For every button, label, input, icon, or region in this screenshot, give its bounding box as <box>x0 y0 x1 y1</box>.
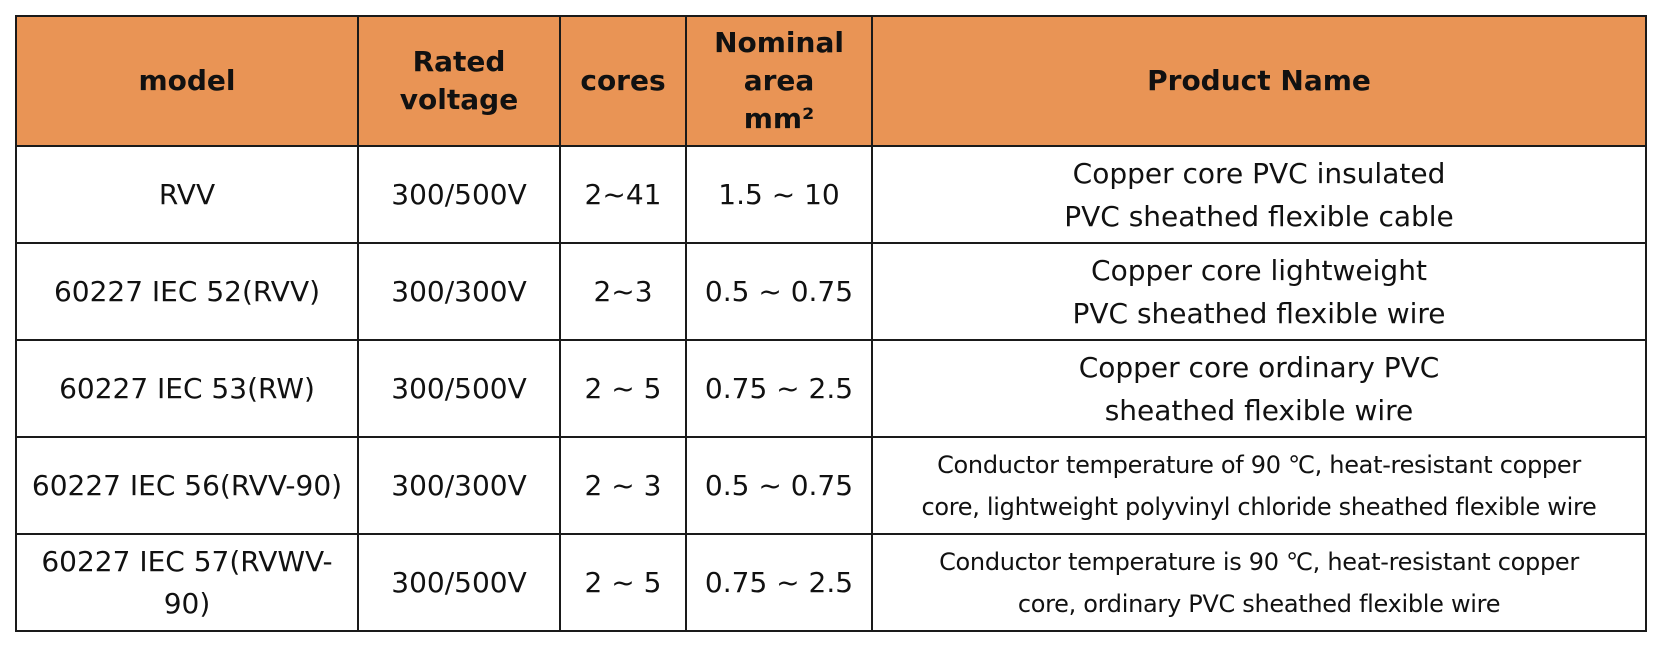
cell-model: 60227 IEC 52(RVV) <box>15 242 359 341</box>
product-name-line-1: Conductor temperature is 90 ℃, heat-resi… <box>939 547 1579 576</box>
header-rated-voltage-line-1: Rated <box>412 45 506 78</box>
cell-cores: 2~41 <box>559 145 687 244</box>
cell-product-name: Conductor temperature of 90 ℃, heat-resi… <box>871 436 1647 535</box>
product-name-line-2: sheathed flexible wire <box>1104 393 1414 427</box>
header-product-name: Product Name <box>871 15 1647 147</box>
cell-nominal-area: 0.75 ~ 2.5 <box>685 339 873 438</box>
cell-rated-voltage: 300/500V <box>357 339 561 438</box>
table-header: model Rated voltage cores Nominal area m… <box>15 15 1647 147</box>
cell-model: RVV <box>15 145 359 244</box>
header-rated-voltage: Rated voltage <box>357 15 561 147</box>
cell-product-name: Copper core PVC insulated PVC sheathed f… <box>871 145 1647 244</box>
header-model: model <box>15 15 359 147</box>
product-name-line-1: Copper core PVC insulated <box>1072 156 1446 190</box>
cell-nominal-area: 0.5 ~ 0.75 <box>685 436 873 535</box>
header-model-label: model <box>138 64 236 97</box>
table-row: 60227 IEC 52(RVV) 300/300V 2~3 0.5 ~ 0.7… <box>15 242 1647 341</box>
product-name-line-2: core, ordinary PVC sheathed flexible wir… <box>1017 589 1501 618</box>
cell-cores: 2 ~ 5 <box>559 339 687 438</box>
cell-product-name: Conductor temperature is 90 ℃, heat-resi… <box>871 533 1647 632</box>
product-name-line-1: Copper core lightweight <box>1091 253 1427 287</box>
header-cores: cores <box>559 15 687 147</box>
cell-rated-voltage: 300/500V <box>357 533 561 632</box>
cell-rated-voltage: 300/300V <box>357 242 561 341</box>
cell-nominal-area: 1.5 ~ 10 <box>685 145 873 244</box>
header-cores-label: cores <box>580 64 666 97</box>
table-row: 60227 IEC 53(RW) 300/500V 2 ~ 5 0.75 ~ 2… <box>15 339 1647 438</box>
header-rated-voltage-line-2: voltage <box>399 83 519 116</box>
product-name-line-2: PVC sheathed flexible cable <box>1064 199 1454 233</box>
cell-rated-voltage: 300/300V <box>357 436 561 535</box>
table-body: RVV 300/500V 2~41 1.5 ~ 10 Copper core P… <box>15 145 1647 632</box>
product-name-line-2: core, lightweight polyvinyl chloride she… <box>921 492 1597 521</box>
table-row: RVV 300/500V 2~41 1.5 ~ 10 Copper core P… <box>15 145 1647 244</box>
cell-product-name: Copper core ordinary PVC sheathed flexib… <box>871 339 1647 438</box>
header-nominal-area-line-2: area <box>743 64 815 97</box>
table-row: 60227 IEC 56(RVV-90) 300/300V 2 ~ 3 0.5 … <box>15 436 1647 535</box>
cable-spec-table: model Rated voltage cores Nominal area m… <box>15 15 1647 632</box>
cell-cores: 2 ~ 5 <box>559 533 687 632</box>
header-nominal-area-line-3: mm² <box>743 102 815 135</box>
cell-cores: 2 ~ 3 <box>559 436 687 535</box>
cell-model: 60227 IEC 57(RVWV-90) <box>15 533 359 632</box>
table-row: 60227 IEC 57(RVWV-90) 300/500V 2 ~ 5 0.7… <box>15 533 1647 632</box>
header-product-name-label: Product Name <box>1147 64 1371 97</box>
product-name-line-1: Copper core ordinary PVC <box>1078 350 1440 384</box>
cell-product-name: Copper core lightweight PVC sheathed fle… <box>871 242 1647 341</box>
cell-nominal-area: 0.75 ~ 2.5 <box>685 533 873 632</box>
header-nominal-area: Nominal area mm² <box>685 15 873 147</box>
cell-nominal-area: 0.5 ~ 0.75 <box>685 242 873 341</box>
header-row: model Rated voltage cores Nominal area m… <box>15 15 1647 147</box>
cell-rated-voltage: 300/500V <box>357 145 561 244</box>
product-name-line-1: Conductor temperature of 90 ℃, heat-resi… <box>937 450 1581 479</box>
header-nominal-area-line-1: Nominal <box>714 26 844 59</box>
product-name-line-2: PVC sheathed flexible wire <box>1072 296 1446 330</box>
cell-model: 60227 IEC 56(RVV-90) <box>15 436 359 535</box>
cell-model: 60227 IEC 53(RW) <box>15 339 359 438</box>
cell-cores: 2~3 <box>559 242 687 341</box>
